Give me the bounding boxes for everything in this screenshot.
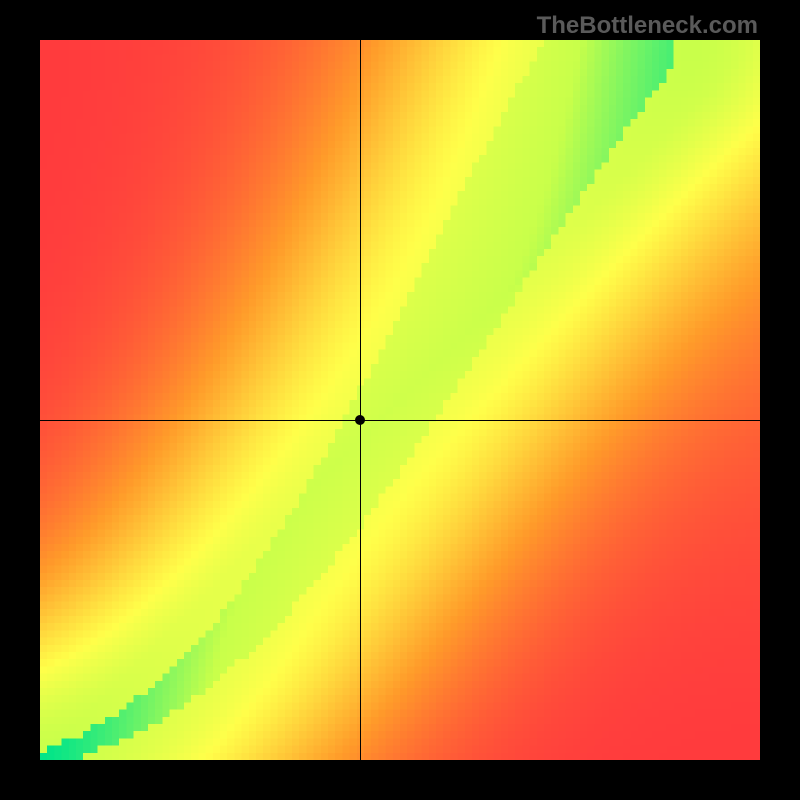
crosshair-horizontal: [40, 420, 760, 421]
heatmap-canvas: [40, 40, 760, 760]
crosshair-vertical: [360, 40, 361, 760]
crosshair-marker: [355, 415, 365, 425]
plot-area: [40, 40, 760, 760]
chart-container: TheBottleneck.com: [0, 0, 800, 800]
watermark-text: TheBottleneck.com: [537, 12, 758, 40]
